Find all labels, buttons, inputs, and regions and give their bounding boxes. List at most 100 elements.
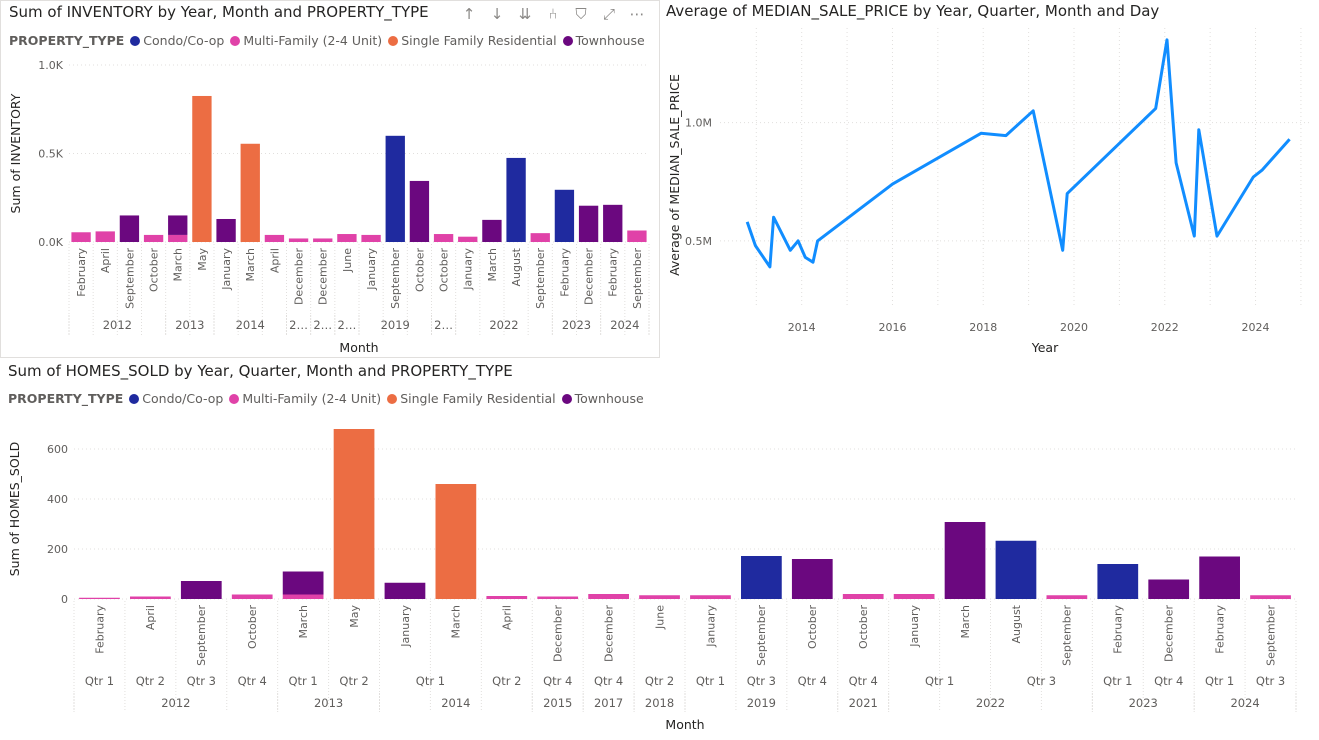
legend-item-condo[interactable]: Condo/Co-op bbox=[130, 33, 224, 48]
quarter-label: Qtr 4 bbox=[238, 674, 267, 688]
y-tick-label: 1.0K bbox=[38, 59, 63, 72]
legend-title: PROPERTY_TYPE bbox=[9, 33, 125, 48]
bar-townhouse bbox=[119, 215, 140, 242]
filter-icon[interactable]: ⛉ bbox=[575, 5, 587, 23]
legend-dot-townhouse bbox=[561, 393, 572, 404]
x-tick-label: June bbox=[341, 248, 354, 273]
bar-multifamily bbox=[433, 234, 454, 242]
x-axis-title: Month bbox=[339, 340, 378, 355]
focus-mode-icon[interactable]: ⤢ bbox=[602, 5, 615, 23]
legend-item-multifamily[interactable]: Multi-Family (2-4 Unit) bbox=[229, 391, 381, 406]
bar-multifamily bbox=[486, 596, 528, 599]
legend-dot-condo bbox=[130, 35, 141, 46]
year-label: 2… bbox=[434, 318, 453, 332]
homes-sold-chart-visual[interactable]: Sum of HOMES_SOLD by Year, Quarter, Mont… bbox=[0, 360, 1319, 740]
legend-dot-condo bbox=[129, 393, 140, 404]
year-label: 2… bbox=[289, 318, 308, 332]
x-tick-label: September bbox=[755, 605, 768, 666]
visual-header-icons: ↑ ↓ ⇊ ⑃ ⛉ ⤢ ⋯ bbox=[459, 5, 647, 23]
double-arrow-down-icon[interactable]: ⇊ bbox=[518, 5, 532, 23]
bar-multifamily bbox=[458, 236, 478, 242]
legend-item-townhouse[interactable]: Townhouse bbox=[562, 33, 645, 48]
legend-item-single-family[interactable]: Single Family Residential bbox=[387, 391, 556, 406]
bar-multifamily bbox=[282, 594, 324, 599]
legend-dot-single-family bbox=[387, 393, 398, 404]
year-label: 2024 bbox=[610, 318, 639, 332]
bar-townhouse bbox=[384, 582, 426, 599]
x-tick-label: June bbox=[653, 605, 666, 630]
bar-multifamily bbox=[71, 232, 91, 242]
quarter-label: Qtr 4 bbox=[1154, 674, 1183, 688]
bar-multifamily bbox=[1046, 595, 1088, 599]
bar-single-family bbox=[240, 143, 260, 242]
median-price-chart-visual[interactable]: Average of MEDIAN_SALE_PRICE by Year, Qu… bbox=[660, 0, 1319, 360]
legend-label-multifamily: Multi-Family (2-4 Unit) bbox=[243, 33, 383, 48]
x-tick-label: September bbox=[631, 248, 644, 309]
legend-item-townhouse[interactable]: Townhouse bbox=[561, 391, 644, 406]
x-tick-label: January bbox=[220, 248, 233, 291]
bar-multifamily bbox=[361, 234, 381, 242]
year-label: 2017 bbox=[594, 696, 623, 710]
x-tick-label: January bbox=[399, 605, 412, 648]
x-tick-label: August bbox=[510, 247, 523, 286]
bar-multifamily bbox=[588, 594, 629, 599]
legend-item-single-family[interactable]: Single Family Residential bbox=[388, 33, 557, 48]
bar-townhouse bbox=[944, 522, 986, 599]
x-tick-label: December bbox=[552, 605, 565, 663]
year-label: 2014 bbox=[236, 318, 265, 332]
quarter-label: Qtr 4 bbox=[594, 674, 623, 688]
expand-hierarchy-icon[interactable]: ⑃ bbox=[548, 5, 558, 23]
year-label: 2021 bbox=[849, 696, 878, 710]
quarter-label: Qtr 1 bbox=[288, 674, 317, 688]
y-axis-title: Average of MEDIAN_SALE_PRICE bbox=[667, 74, 682, 276]
x-tick-label: March bbox=[244, 248, 257, 282]
quarter-label: Qtr 4 bbox=[849, 674, 878, 688]
x-tick-label: April bbox=[501, 605, 514, 630]
legend-label-condo: Condo/Co-op bbox=[142, 391, 224, 406]
legend-dot-townhouse bbox=[562, 35, 573, 46]
x-tick-label: 2022 bbox=[1151, 321, 1179, 334]
year-label: 2018 bbox=[645, 696, 674, 710]
bar-multifamily bbox=[264, 234, 285, 242]
bar-condo bbox=[995, 540, 1037, 599]
inventory-chart-visual[interactable]: Sum of INVENTORY by Year, Month and PROP… bbox=[0, 0, 660, 358]
bar-multifamily bbox=[79, 597, 120, 599]
x-tick-label: January bbox=[462, 248, 475, 291]
legend-dot-multifamily bbox=[230, 35, 241, 46]
quarter-label: Qtr 4 bbox=[543, 674, 572, 688]
arrow-down-icon[interactable]: ↓ bbox=[490, 5, 504, 23]
x-axis-title: Year bbox=[1031, 340, 1059, 355]
x-tick-label: September bbox=[389, 248, 402, 309]
legend-title: PROPERTY_TYPE bbox=[8, 391, 124, 406]
bar-single-family bbox=[333, 429, 375, 599]
bar-condo bbox=[385, 135, 405, 242]
x-tick-label: 2020 bbox=[1060, 321, 1088, 334]
legend-label-single-family: Single Family Residential bbox=[400, 391, 556, 406]
homes-sold-chart-svg: 0 200 400 600 February April September October M… bbox=[7, 429, 1297, 732]
x-tick-label: 2018 bbox=[969, 321, 997, 334]
year-label: 2015 bbox=[543, 696, 572, 710]
arrow-up-icon[interactable]: ↑ bbox=[462, 5, 476, 23]
quarter-label: Qtr 3 bbox=[747, 674, 776, 688]
x-tick-label: 2024 bbox=[1242, 321, 1270, 334]
bar-townhouse bbox=[282, 571, 324, 595]
x-tick-label: March bbox=[297, 605, 310, 639]
median-price-chart-svg: 2014 2016 2018 2020 2022 2024 0.5M 1.0M Year Aver… bbox=[667, 28, 1310, 355]
legend-dot-multifamily bbox=[229, 393, 240, 404]
legend-item-multifamily[interactable]: Multi-Family (2-4 Unit) bbox=[230, 33, 382, 48]
year-label: 2014 bbox=[441, 696, 470, 710]
year-label: 2019 bbox=[747, 696, 776, 710]
bar-multifamily bbox=[313, 238, 333, 242]
bar-single-family bbox=[435, 484, 477, 599]
legend-item-condo[interactable]: Condo/Co-op bbox=[129, 391, 223, 406]
bar-townhouse bbox=[791, 559, 833, 599]
y-axis-title: Sum of INVENTORY bbox=[8, 93, 23, 213]
x-tick-label: February bbox=[558, 248, 571, 297]
quarter-label: Qtr 2 bbox=[645, 674, 674, 688]
year-label: 2012 bbox=[161, 696, 190, 710]
x-tick-label: January bbox=[704, 605, 717, 648]
inventory-legend: PROPERTY_TYPE Condo/Co-op Multi-Family (… bbox=[9, 33, 651, 48]
year-label: 2024 bbox=[1230, 696, 1259, 710]
x-tick-label: October bbox=[413, 248, 426, 292]
more-options-icon[interactable]: ⋯ bbox=[629, 5, 645, 23]
